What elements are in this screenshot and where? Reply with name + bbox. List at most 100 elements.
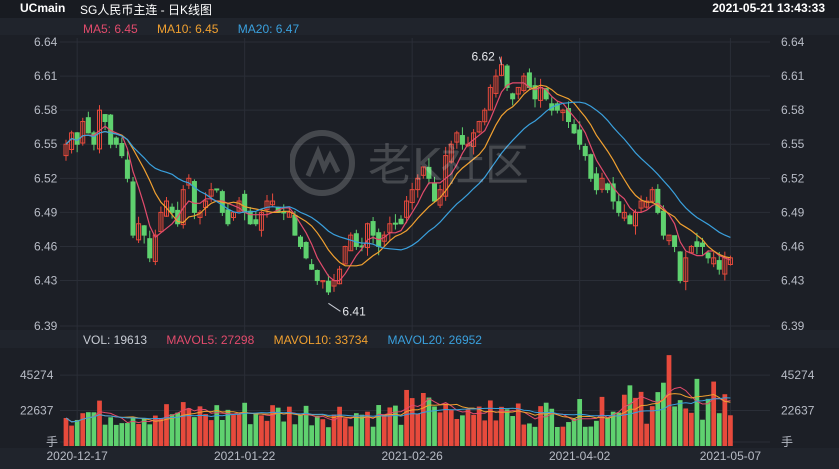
volume-bar	[108, 417, 114, 446]
candle-body	[543, 88, 549, 100]
volume-bar	[527, 423, 532, 446]
vol-tick-label-right: 45274	[781, 368, 815, 382]
volume-bar	[175, 412, 181, 446]
candle-body	[577, 129, 583, 145]
y-tick-label-left: 6.58	[34, 103, 58, 117]
volume-bar	[348, 426, 354, 446]
candle-body	[225, 209, 231, 225]
volume-bar	[225, 409, 231, 446]
volume-bar	[97, 400, 102, 446]
volume-bar	[292, 424, 298, 446]
volume-bar	[499, 406, 504, 446]
volume-bar	[532, 426, 538, 446]
candle-body	[325, 280, 331, 293]
volume-bar	[192, 417, 197, 446]
candle-body	[74, 132, 80, 145]
volume-bar	[208, 420, 214, 446]
y-tick-label-right: 6.39	[781, 319, 805, 333]
candle-body	[716, 260, 722, 270]
x-tick-label: 2021-02-26	[381, 449, 443, 463]
volume-bar	[711, 381, 717, 446]
volume-bar	[638, 391, 644, 446]
volume-bar	[214, 405, 220, 446]
volume-bar	[404, 389, 409, 446]
candle-body	[627, 215, 633, 225]
volume-bar	[549, 408, 555, 446]
volume-bar	[554, 426, 560, 446]
candle-body	[124, 159, 130, 179]
candle-body	[677, 251, 683, 282]
candle-body	[286, 211, 292, 218]
volume-bar	[661, 382, 666, 446]
symbol-code: UCmain	[20, 1, 66, 15]
volume-bar	[180, 402, 186, 446]
candle-body	[242, 193, 248, 213]
volume-bar	[605, 417, 610, 446]
candle-body	[169, 206, 175, 213]
candle-body	[487, 86, 493, 111]
candle-body	[258, 211, 264, 231]
candle-body	[582, 146, 588, 157]
volume-bar	[203, 414, 208, 446]
vol-tick-label-right: 手	[781, 435, 793, 449]
volume-bar	[454, 419, 460, 446]
candle-body	[694, 241, 700, 247]
candle-body	[448, 143, 454, 163]
candle-body	[253, 219, 259, 225]
volume-bar	[320, 419, 326, 446]
volume-bar	[342, 418, 348, 446]
candle-body	[565, 108, 572, 123]
volume-bar	[91, 412, 97, 446]
volume-bar	[588, 426, 594, 446]
volume-bar	[582, 426, 588, 446]
volume-bar	[460, 415, 465, 446]
volume-bar	[270, 405, 275, 446]
candle-body	[191, 181, 197, 213]
candle-body	[80, 121, 86, 144]
vol-ma5-line	[65, 386, 731, 424]
vol-legend-bg	[0, 330, 839, 348]
candle-body	[672, 235, 678, 247]
volume-bar	[666, 355, 672, 446]
vol-label: VOL: 19613	[83, 333, 148, 347]
volume-bar	[543, 402, 549, 446]
candle-body	[264, 200, 270, 211]
x-axis-bg	[0, 448, 839, 469]
volume-bar	[510, 416, 516, 446]
volume-bar	[677, 400, 683, 446]
candle-body	[247, 210, 253, 225]
y-tick-label-right: 6.49	[781, 205, 805, 219]
volume-bar	[432, 406, 437, 446]
volume-bar	[331, 414, 337, 446]
candle-body	[599, 177, 605, 190]
annotation-min: 6.41	[342, 304, 366, 318]
candle-body	[605, 183, 611, 191]
candle-body	[364, 223, 371, 249]
candle-body	[616, 201, 622, 213]
annotation-leader	[328, 302, 341, 312]
ma-legend-bg	[0, 18, 839, 35]
candle-body	[102, 114, 108, 123]
volume-bar	[113, 424, 119, 446]
ma10-line	[65, 84, 731, 267]
vol-tick-label-left: 手	[46, 435, 58, 449]
volume-bar	[649, 406, 655, 446]
ma10-label: MA10: 6.45	[157, 22, 219, 36]
annotation-leader	[499, 56, 502, 65]
candle-body	[705, 252, 711, 259]
volume-bar	[152, 415, 158, 446]
candle-body	[621, 211, 627, 219]
volume-bar	[415, 413, 421, 446]
candle-body	[353, 233, 359, 247]
candle-body	[727, 257, 733, 265]
candle-body	[415, 177, 421, 191]
volume-bar	[672, 406, 677, 446]
volume-bar	[264, 420, 270, 446]
volume-bar	[69, 425, 74, 446]
volume-bar	[398, 424, 404, 446]
volume-bar	[376, 405, 382, 446]
candle-body	[510, 93, 516, 100]
volume-bar	[728, 415, 733, 446]
candle-body	[649, 189, 655, 202]
